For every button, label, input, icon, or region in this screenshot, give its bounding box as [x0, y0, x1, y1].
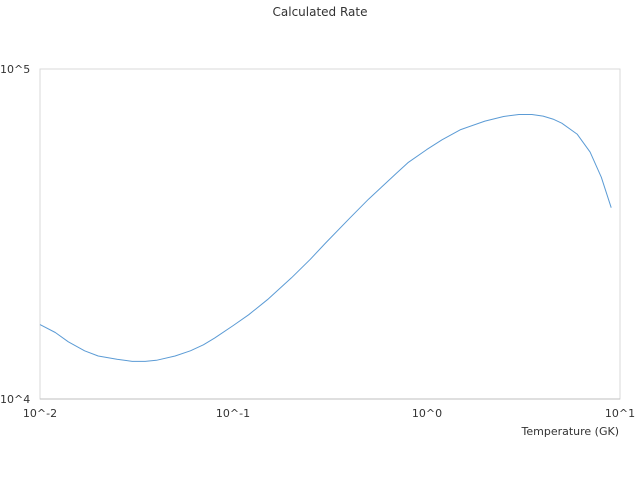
- chart-title: Calculated Rate: [273, 5, 368, 19]
- x-tick-label-3: 10^1: [605, 407, 635, 420]
- x-tick-label-2: 10^0: [412, 407, 442, 420]
- x-axis-label: Temperature (GK): [521, 425, 620, 438]
- x-tick-label-0: 10^-2: [23, 407, 57, 420]
- plot-area: [39, 68, 621, 400]
- y-tick-label-bottom: 10^4: [0, 393, 30, 406]
- y-tick-label-top: 10^5: [0, 63, 30, 76]
- series-line-0: [39, 114, 612, 362]
- x-tick-label-1: 10^-1: [216, 407, 250, 420]
- series-layer: [39, 114, 612, 362]
